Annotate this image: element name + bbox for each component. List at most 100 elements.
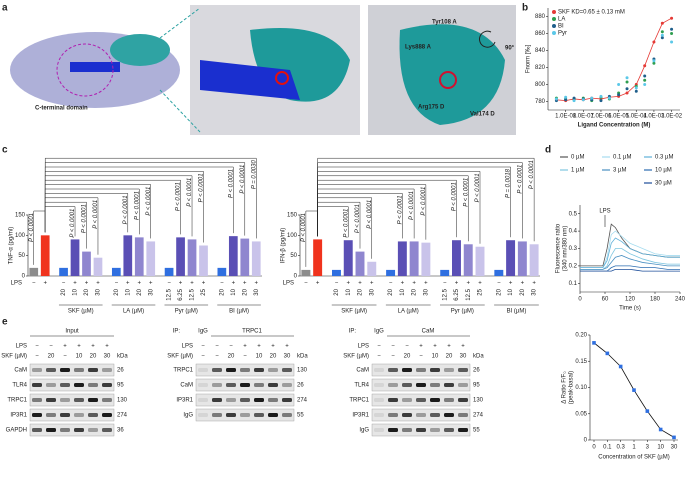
band (60, 413, 70, 417)
lane-sign: − (391, 344, 395, 350)
dose-label: 12.5 (466, 288, 472, 300)
band (458, 428, 468, 432)
bar (111, 267, 121, 276)
y-tick-label: 0.4 (569, 229, 578, 235)
lps-sign: + (401, 281, 405, 287)
p-value: P < 0.0001 (517, 165, 523, 194)
kda-value: 274 (117, 413, 128, 419)
bar (228, 236, 238, 276)
blot-header: TRPC1 (242, 329, 262, 335)
y-tick-label: 0 (294, 274, 298, 280)
data-point (625, 91, 629, 95)
dose-label: 30 (532, 288, 538, 295)
band (254, 368, 264, 372)
band (46, 428, 56, 432)
bar (134, 237, 144, 276)
data-point (643, 78, 647, 82)
dose-label: 25 (201, 288, 207, 295)
ip-label: IP: (173, 329, 181, 335)
blot-header: IgG (198, 329, 208, 335)
band (212, 398, 222, 402)
row-label: IP3R1 (352, 413, 369, 419)
band (254, 383, 264, 387)
trace (580, 230, 680, 269)
dose-label: 10 (231, 288, 237, 295)
dose-label: 10 (400, 288, 406, 295)
dose-label: 20 (412, 288, 418, 295)
lps-sign: + (509, 281, 513, 287)
y-tick-label: 800 (535, 82, 546, 88)
x-axis-label: Concentration of SKF (µM) (598, 455, 669, 461)
bar (123, 235, 133, 276)
y-tick-label: 860 (535, 31, 546, 37)
lps-sign: − (220, 281, 224, 287)
helix (200, 60, 300, 100)
band (374, 398, 384, 402)
band (226, 383, 236, 387)
band (402, 428, 412, 432)
kda-value: 26 (473, 368, 480, 374)
bracket (317, 201, 361, 249)
legend-label: SKF KD=0.65 ± 0.13 mM (558, 10, 625, 16)
band (46, 383, 56, 387)
lane-sign: + (433, 344, 437, 350)
data-point (660, 36, 664, 40)
band (60, 368, 70, 372)
blot-strip (29, 393, 115, 407)
band (74, 383, 84, 387)
dose-label: 6.25 (454, 288, 460, 300)
panel-label: b (522, 3, 528, 14)
band (74, 368, 84, 372)
data-point (581, 98, 585, 102)
lane-sign: + (77, 344, 81, 350)
bar (313, 239, 323, 276)
row-label: SKF (µM) (343, 354, 369, 360)
band (444, 383, 454, 387)
x-tick-label: 0 (578, 297, 582, 303)
data-point (599, 99, 603, 103)
band (444, 368, 454, 372)
p-value: P < 0.0001 (93, 200, 99, 229)
lps-sign: + (138, 281, 142, 287)
band (198, 368, 208, 372)
band (416, 398, 426, 402)
row-label: CaM (180, 383, 193, 389)
lane-sign: + (285, 344, 289, 350)
blot-strip (29, 423, 115, 437)
dose-label: 25 (478, 288, 484, 295)
bar (517, 241, 527, 276)
bar (40, 235, 50, 276)
x-tick-label: 1.0E-07 (573, 114, 595, 120)
legend-label: LA (558, 17, 565, 23)
trace (580, 268, 680, 272)
bar (176, 237, 185, 276)
row-label: CaM (356, 368, 369, 374)
dose-label: 12.5 (190, 288, 196, 300)
data-point (660, 21, 664, 25)
ligand (275, 71, 289, 85)
band (102, 428, 112, 432)
lane-sign: − (35, 344, 39, 350)
lps-sign: + (232, 281, 236, 287)
p-value: P < 0.0001 (409, 191, 415, 220)
band (102, 383, 112, 387)
data-point (599, 94, 603, 98)
y-axis-label: (340 nm/380 nm) (563, 226, 569, 272)
band (402, 413, 412, 417)
bar (301, 269, 311, 276)
lps-sign: + (73, 281, 77, 287)
bar (355, 251, 365, 276)
trace (580, 237, 680, 269)
p-value: P < 0.0001 (134, 191, 140, 220)
y-axis-label: (peak-basal) (569, 371, 575, 404)
x-tick-label: 1.0E-02 (661, 114, 683, 120)
band (416, 413, 426, 417)
y-tick-label: 150 (15, 213, 26, 219)
legend-label: 1 µM (571, 168, 584, 174)
group-label: BI (µM) (229, 309, 249, 315)
y-tick-label: 50 (18, 253, 25, 259)
p-value: P < 0.0001 (187, 178, 193, 207)
lane-sign: − (49, 344, 53, 350)
y-tick-label: 0.05 (575, 411, 587, 417)
legend-marker (552, 31, 556, 35)
